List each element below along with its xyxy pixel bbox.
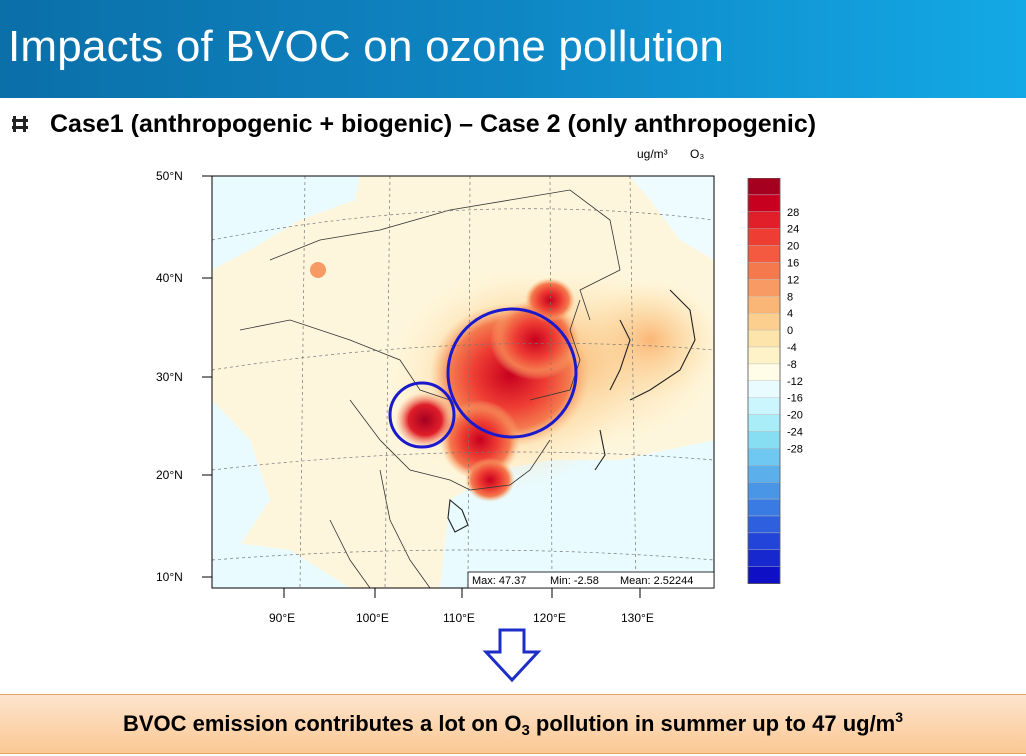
conclusion-bar: BVOC emission contributes a lot on O3 po…: [0, 694, 1026, 754]
colorbar-swatch: [747, 262, 781, 280]
colorbar-swatch: [747, 279, 781, 297]
colorbar-label: -8: [787, 359, 797, 371]
graticule-line: [299, 176, 306, 588]
slide-title: Impacts of BVOC on ozone pollution: [8, 22, 725, 71]
colorbar-label: 24: [787, 224, 799, 236]
stats-min: Min: -2.58: [550, 575, 599, 587]
colorbar-swatch: [747, 296, 781, 314]
colorbar-label: -4: [787, 342, 797, 354]
border-line: [379, 469, 431, 588]
colorbar-swatch: [747, 194, 781, 212]
colorbar-swatch: [747, 346, 781, 365]
lat-label: 40°N: [156, 271, 183, 285]
border-line: [239, 319, 451, 401]
coastline: [594, 429, 606, 471]
bullet-line: Case1 (anthropogenic + biogenic) – Case …: [10, 108, 816, 140]
colorbar-label: 28: [787, 207, 799, 219]
colorbar-swatch: [747, 245, 781, 263]
species-label: O₃: [690, 147, 704, 161]
stats-box: [467, 571, 715, 589]
colorbar-outline: [747, 178, 781, 585]
lat-label: 30°N: [156, 370, 183, 384]
border-line: [329, 519, 371, 588]
units-label: ug/m³: [637, 147, 668, 161]
colorbar-label: -24: [787, 427, 803, 439]
colorbar-label: 12: [787, 274, 799, 286]
colorbar-swatch: [747, 566, 781, 584]
border-line: [469, 439, 551, 491]
colorbar-swatch: [747, 482, 781, 500]
colorbar-swatch: [747, 448, 781, 466]
lon-label: 110°E: [443, 611, 475, 625]
colorbar: 28 24 20 16 12 8 4 0 -4 -8 -12 -16 -20 -24 -28: [747, 178, 803, 585]
border-line: [349, 399, 471, 491]
graticule-line: [467, 176, 471, 588]
ocean-area: [212, 400, 270, 588]
lat-label: 20°N: [156, 468, 183, 482]
colorbar-label: 8: [787, 291, 793, 303]
colorbar-swatch: [747, 549, 781, 567]
lat-label: 50°N: [156, 169, 183, 183]
colorbar-swatch: [747, 397, 781, 415]
graticule-line: [549, 176, 553, 588]
colorbar-swatch: [747, 329, 781, 348]
colorbar-label: -16: [787, 393, 803, 405]
coastline: [609, 319, 631, 391]
colorbar-swatch: [747, 498, 781, 517]
colorbar-swatch: [747, 532, 781, 550]
border-line: [529, 299, 581, 401]
graticule-line: [629, 176, 637, 588]
colorbar-swatch: [747, 312, 781, 331]
stats-mean: Mean: 2.52244: [620, 575, 693, 587]
coastline: [629, 289, 696, 401]
colorbar-label: -20: [787, 410, 803, 422]
lon-label: 90°E: [269, 611, 295, 625]
title-bar: Impacts of BVOC on ozone pollution: [0, 0, 1026, 98]
ocean-area: [212, 176, 360, 270]
square-bullet-icon: [12, 116, 28, 132]
lon-label: 130°E: [621, 611, 654, 625]
colorbar-swatch: [747, 380, 781, 398]
colorbar-label: -28: [787, 443, 803, 455]
lon-label: 120°E: [533, 611, 566, 625]
highlight-circle-sichuan: [388, 381, 456, 449]
graticule-line: [212, 549, 714, 561]
coastline: [447, 498, 469, 533]
lon-label: 100°E: [356, 611, 389, 625]
graticule-line: [384, 176, 391, 588]
colorbar-swatch: [747, 228, 781, 246]
bullet-text: Case1 (anthropogenic + biogenic) – Case …: [50, 109, 817, 138]
highlight-circle-east-china: [446, 307, 578, 439]
colorbar-label: 20: [787, 241, 799, 253]
colorbar-swatch: [747, 363, 781, 381]
stats-max: Max: 47.37: [472, 575, 526, 587]
colorbar-labels: 28 24 20 16 12 8 4 0 -4 -8 -12 -16 -20 -24 -28: [787, 207, 803, 456]
border-line: [269, 189, 621, 321]
down-arrow-icon: [482, 628, 542, 683]
colorbar-swatch: [747, 178, 781, 196]
colorbar-label: 16: [787, 258, 799, 270]
colorbar-swatch: [747, 211, 781, 229]
ocean-area: [212, 540, 350, 588]
colorbar-label: 4: [787, 308, 793, 320]
colorbar-swatch: [747, 414, 781, 432]
colorbar-label: 0: [787, 325, 793, 337]
lat-label: 10°N: [156, 570, 183, 584]
conclusion-text: BVOC emission contributes a lot on O3 po…: [122, 709, 904, 739]
colorbar-swatch: [747, 431, 781, 449]
colorbar-swatch: [747, 515, 781, 534]
plot-frame: [211, 175, 715, 589]
ozone-difference-map: 50°N 40°N 30°N 20°N 10°N 90°E 100°E 110°…: [156, 147, 715, 625]
colorbar-swatches: [747, 178, 781, 585]
colorbar-swatch: [747, 465, 781, 483]
colorbar-label: -12: [787, 376, 803, 388]
ocean-area: [630, 176, 714, 260]
